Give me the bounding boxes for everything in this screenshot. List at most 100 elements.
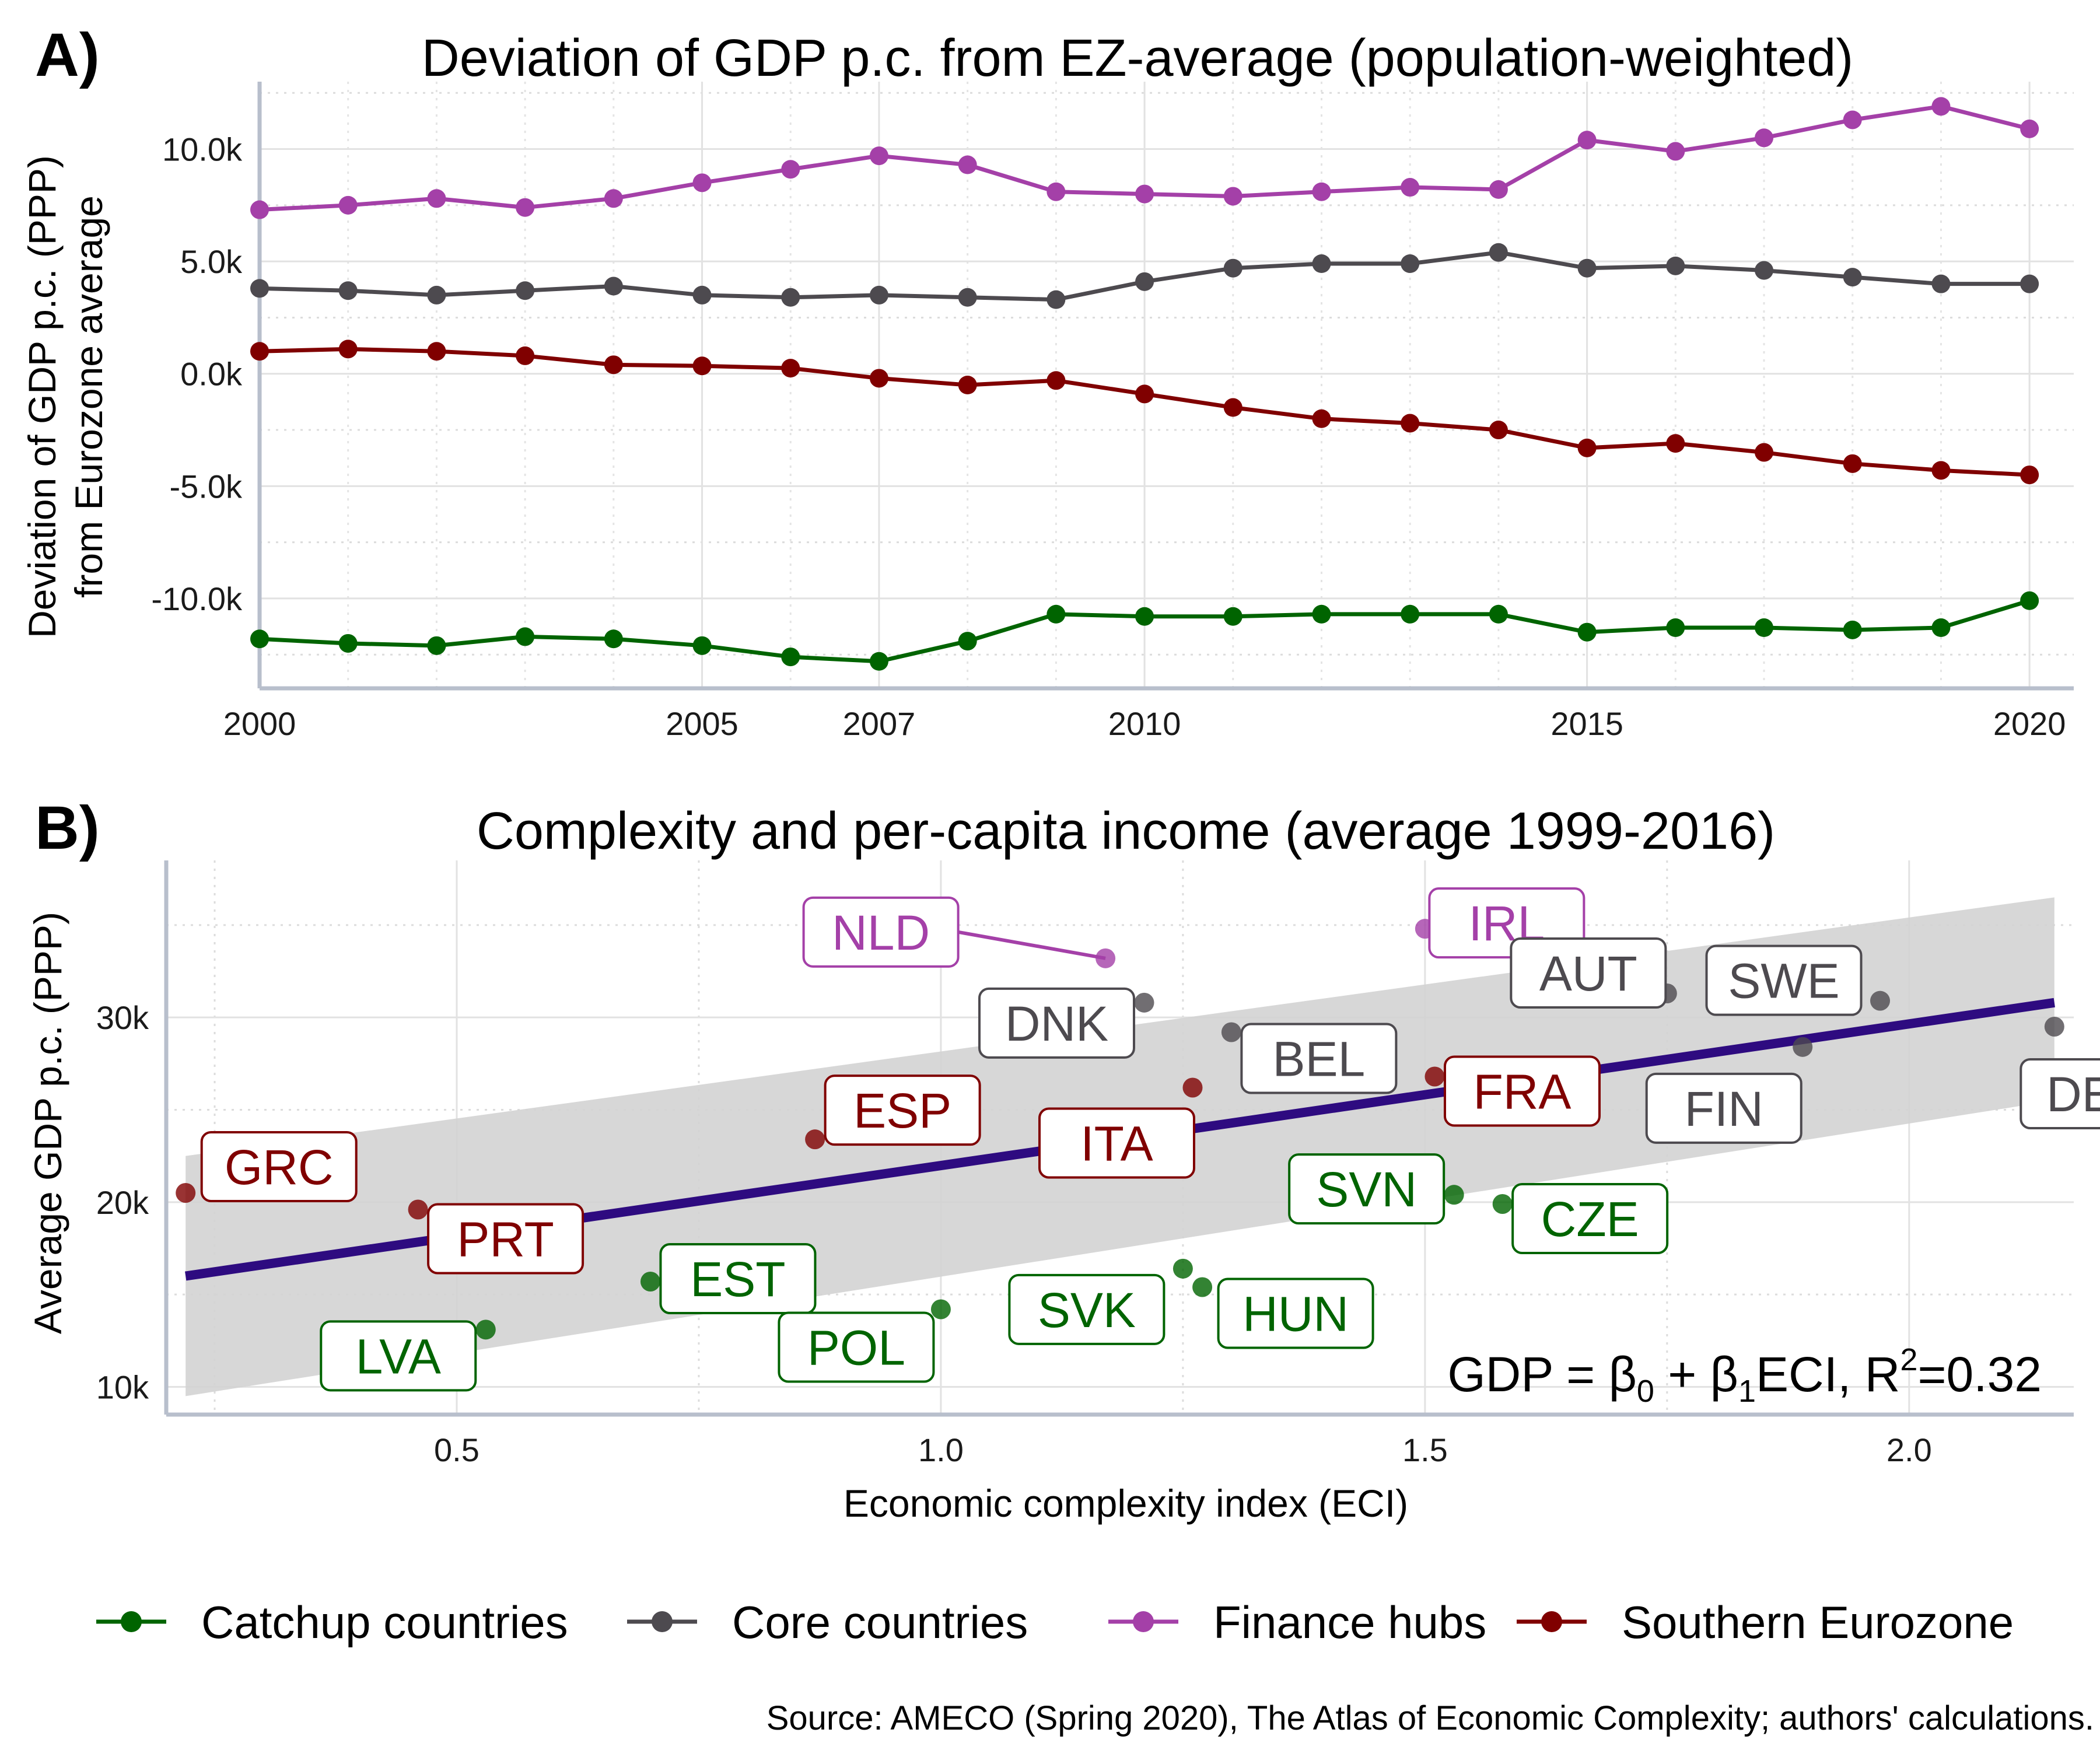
series-point-south [338,340,358,359]
label-box-DNK [978,987,1135,1059]
series-point-catchup [1489,604,1508,624]
point-EST [640,1272,660,1292]
y-tick-label: 20k [96,1184,149,1221]
country-label-SVN: SVN [1288,1153,1446,1225]
formula-mid2: ECI, R [1756,1347,1900,1402]
label-box-HUN [1217,1278,1374,1349]
country-label-DEU: DEU [2020,1058,2100,1129]
point-POL [930,1299,951,1320]
series-point-core [1489,243,1508,262]
label-box-EST [659,1243,817,1314]
series-point-finance [958,155,977,174]
formula-sub1: 1 [1738,1374,1756,1409]
country-label-GRC: GRC [200,1131,358,1202]
series-point-finance [869,146,888,166]
series-point-finance [516,198,535,217]
series-point-catchup [1577,622,1597,642]
series-point-south [1401,414,1420,433]
series-point-finance [1931,97,1951,116]
series-point-catchup [1755,618,1774,637]
series-point-finance [1401,178,1420,197]
panel-b-label-leaders [958,930,1106,960]
series-point-core [427,285,446,304]
x-tick-label: 0.5 [434,1432,480,1468]
label-text-BEL: BEL [1272,1032,1365,1087]
label-text-SVN: SVN [1316,1162,1417,1217]
point-DEU [2044,1017,2064,1037]
point-GRC [176,1183,196,1203]
regression-formula: GDP = β0 + β1ECI, R2=0.32 [1447,1342,2042,1409]
panel-a-grid [258,82,2074,688]
series-point-catchup [1843,620,1862,639]
panel-b-ylabel: Average GDP p.c. (PPP) [26,912,69,1334]
legend-item-south: Southern Eurozone [1517,1597,2014,1648]
point-FIN [1793,1037,1813,1057]
series-point-core [1843,268,1862,287]
point-SWE [1870,991,1891,1011]
x-tick-label: 2020 [1993,705,2066,742]
panel-b-title: Complexity and per-capita income (averag… [477,802,1775,860]
label-text-POL: POL [807,1321,905,1376]
source-note: Source: AMECO (Spring 2020), The Atlas o… [766,1699,2094,1737]
panel-a-ylabel-line2: from Eurozone average [67,195,110,598]
series-point-finance [1135,184,1154,204]
series-point-south [516,346,535,365]
point-SVN [1444,1185,1464,1205]
series-point-core [1401,254,1420,273]
panel-a-x-tick-labels: 2000 2005 2007 2010 2015 2020 [223,705,2066,742]
label-text-FRA: FRA [1473,1065,1571,1119]
legend-label-catchup: Catchup countries [201,1597,568,1648]
x-tick-label: 2010 [1108,705,1181,742]
series-point-finance [1577,131,1597,150]
label-text-NLD: NLD [832,905,930,960]
series-point-core [604,276,623,296]
series-point-core [1046,290,1066,309]
label-text-CZE: CZE [1541,1192,1639,1247]
series-point-finance [250,200,269,219]
label-text-SVK: SVK [1038,1283,1136,1338]
label-text-ITA: ITA [1080,1116,1153,1171]
point-PRT [408,1199,428,1220]
series-point-catchup [604,629,623,649]
label-text-SWE: SWE [1728,954,1839,1009]
label-box-SVN [1288,1153,1446,1225]
series-point-south [1223,398,1242,417]
series-point-finance [1489,180,1508,199]
label-text-GRC: GRC [225,1140,334,1195]
label-box-POL [778,1311,935,1383]
legend-label-finance: Finance hubs [1213,1597,1486,1648]
series-point-core [1755,261,1774,280]
label-box-FRA [1443,1055,1601,1127]
label-box-SWE [1705,944,1863,1016]
y-tick-label: 0.0k [180,356,243,393]
series-point-catchup [1312,604,1331,624]
series-point-catchup [427,636,446,655]
panel-a-title: Deviation of GDP p.c. from EZ-average (p… [422,29,1854,88]
series-point-core [1931,274,1951,293]
panel-b-label: B) [35,794,100,862]
y-tick-label: -5.0k [170,468,243,505]
label-box-FIN [1645,1072,1803,1144]
x-tick-label: 1.0 [918,1432,964,1468]
y-tick-label: 30k [96,999,149,1036]
legend-marker-south [1541,1611,1562,1632]
series-point-core [781,288,800,307]
x-tick-label: 2005 [666,705,738,742]
panel-b-y-tick-labels: 10k 20k 30k [96,999,149,1405]
series-point-catchup [2020,591,2039,610]
country-label-SWE: SWE [1705,944,1863,1016]
series-point-core [1666,256,1685,275]
series-point-catchup [338,634,358,653]
label-box-ESP [824,1074,981,1146]
series-point-finance [1755,128,1774,148]
series-point-finance [1046,182,1066,201]
label-box-AUT [1510,937,1667,1009]
series-point-finance [2020,119,2039,138]
label-box-ITA [1038,1107,1195,1179]
series-point-south [1489,421,1508,440]
y-tick-label: 10.0k [162,131,243,168]
series-point-catchup [1223,607,1242,626]
label-box-BEL [1240,1023,1398,1094]
series-point-core [1577,258,1597,278]
country-label-POL: POL [778,1311,935,1383]
